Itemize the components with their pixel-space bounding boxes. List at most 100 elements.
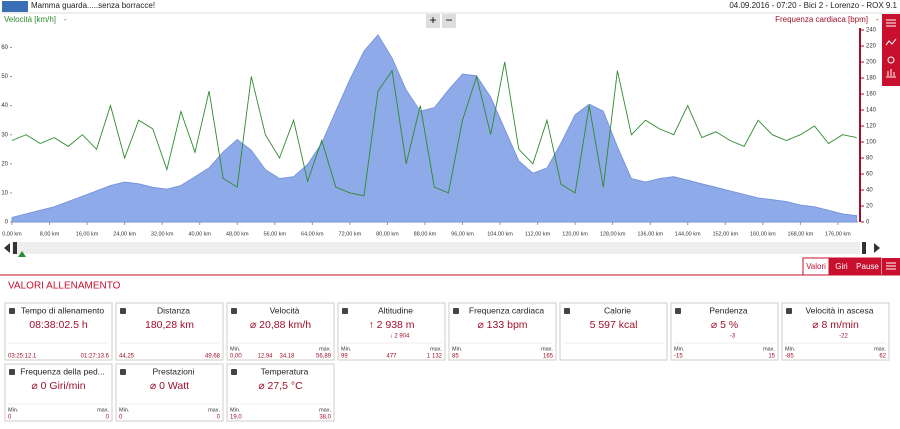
tab[interactable]	[853, 257, 882, 276]
card-mid: 12,94	[257, 354, 273, 360]
y-tick-label: 60	[1, 45, 8, 51]
card-icon	[9, 308, 15, 314]
card-max: 56,89	[316, 354, 332, 360]
card-min-label: Min.	[674, 346, 685, 352]
card-min-label: Min.	[341, 346, 352, 352]
y-tick-label: 50	[1, 74, 8, 80]
scrollbar-track[interactable]	[12, 242, 860, 254]
y2-tick-label: 200	[866, 60, 877, 66]
x-tick-label: 120,00 km	[562, 231, 588, 237]
tab-label[interactable]: Valori	[806, 262, 826, 271]
card-icon	[564, 308, 570, 314]
y2-tick-label: 180	[866, 76, 877, 82]
x-tick-label: 128,00 km	[600, 231, 626, 237]
card-max: 1 132	[427, 354, 443, 360]
card-min: 85	[452, 354, 459, 360]
card-max: 0	[217, 415, 221, 421]
card-title: Frequenza cardiaca	[469, 305, 544, 315]
y2-tick-label: 20	[866, 204, 873, 210]
card-value: ↑ 2 938 m	[368, 319, 414, 331]
card-max-label: max.	[763, 346, 775, 352]
stat-card	[448, 302, 557, 361]
scroll-left[interactable]	[4, 243, 10, 253]
card-mid: 477	[386, 354, 397, 360]
y2-tick-label: 80	[866, 156, 873, 162]
card-sub: ↓ 2 904	[390, 334, 410, 340]
scroll-handle[interactable]	[13, 242, 17, 254]
y2-tick-label: 100	[866, 140, 877, 146]
zoom-out[interactable]: −	[445, 13, 452, 27]
x-tick-label: 168,00 km	[788, 231, 814, 237]
y2-tick-label: 40	[866, 188, 873, 194]
card-title: Temperatura	[261, 366, 309, 376]
card-title: Altitudine	[378, 305, 413, 315]
card-max-label: max.	[319, 407, 331, 413]
card-mid: 34,18	[279, 354, 295, 360]
y-tick-label: 0	[5, 220, 9, 226]
x-tick-label: 24,00 km	[113, 231, 136, 237]
x-tick-label: 72,00 km	[339, 231, 362, 237]
chart-toolbar[interactable]	[882, 14, 900, 86]
card-value: 180,28 km	[145, 319, 194, 331]
zoom-in-button[interactable]	[426, 14, 440, 28]
card-title: Velocità	[270, 305, 300, 315]
tab[interactable]	[802, 257, 830, 276]
y2-tick-label: 160	[866, 92, 877, 98]
card-icon	[231, 308, 237, 314]
x-tick-label: 144,00 km	[675, 231, 701, 237]
card-icon	[9, 369, 15, 375]
card-title: Calorie	[604, 305, 631, 315]
card-sub: -22	[839, 334, 848, 340]
y2-axis-label: Frequenza cardiaca [bpm]	[775, 15, 868, 24]
card-title: Prestazioni	[152, 366, 194, 376]
menu-icon	[886, 262, 896, 270]
legend-dash: -	[64, 15, 67, 24]
y-tick-label: 20	[1, 161, 8, 167]
card-min: 44,25	[119, 354, 135, 360]
y-tick-label: 40	[1, 103, 8, 109]
card-title: Frequenza della ped...	[20, 366, 105, 376]
y-tick-label: 10	[1, 190, 8, 196]
card-value: ⌀ 27,5 °C	[258, 380, 303, 392]
card-sub: -3	[730, 334, 736, 340]
card-min: -85	[785, 354, 794, 360]
y2-tick-label: 60	[866, 172, 873, 178]
tab-label[interactable]: Pause	[856, 262, 879, 271]
activity-title: Mamma guarda.....senza borracce!	[31, 1, 155, 10]
x-tick-label: 0,00 km	[2, 231, 22, 237]
x-tick-label: 176,00 km	[825, 231, 851, 237]
card-value: 08:38:02.5 h	[29, 319, 88, 331]
y2-tick-label: 0	[866, 220, 870, 226]
card-value: 5 597 kcal	[590, 319, 638, 331]
activity-info: 04.09.2016 - 07:20 - Bici 2 - Lorenzo - …	[729, 1, 897, 10]
speed-line	[11, 61, 857, 197]
tab-label[interactable]: Giri	[835, 262, 848, 271]
x-tick-label: 112,00 km	[525, 231, 551, 237]
x-tick-label: 80,00 km	[376, 231, 399, 237]
card-value: ⌀ 0 Watt	[150, 380, 189, 392]
logo	[2, 1, 28, 12]
stat-card	[337, 302, 446, 361]
section-title: VALORI ALLENAMENTO	[8, 281, 121, 292]
x-tick-label: 16,00 km	[76, 231, 99, 237]
x-tick-label: 96,00 km	[451, 231, 474, 237]
scroll-handle[interactable]	[862, 242, 866, 254]
card-min: 0	[119, 415, 123, 421]
card-min-label: Min.	[230, 346, 241, 352]
x-tick-label: 56,00 km	[263, 231, 286, 237]
card-min-label: Min.	[8, 407, 19, 413]
tab[interactable]	[829, 257, 854, 276]
x-tick-label: 8,00 km	[40, 231, 60, 237]
altitude-area	[11, 34, 858, 223]
x-tick-label: 136,00 km	[637, 231, 663, 237]
card-min: 03:25:12.1	[8, 354, 37, 360]
x-tick-label: 32,00 km	[151, 231, 174, 237]
stat-card	[115, 363, 224, 422]
card-max-label: max.	[97, 407, 109, 413]
card-min: -15	[674, 354, 683, 360]
scroll-right[interactable]	[874, 243, 880, 253]
zoom-in[interactable]: +	[429, 13, 436, 27]
stat-card	[226, 302, 335, 361]
zoom-out-button[interactable]	[442, 14, 456, 28]
